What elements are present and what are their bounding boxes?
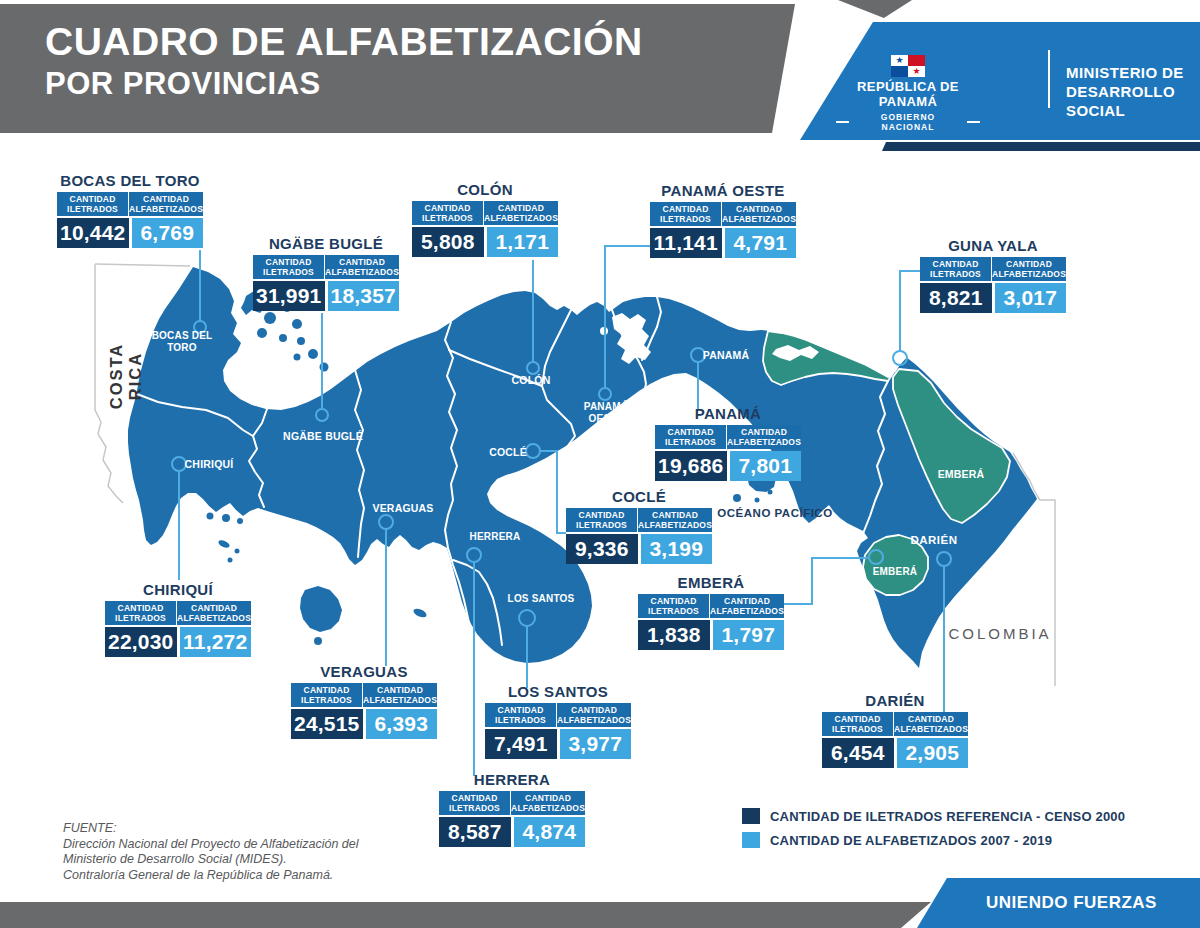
legend: CANTIDAD DE ILETRADOS REFERENCIA - CENSO… — [742, 808, 1125, 856]
map-label-herrera: HERRERA — [445, 531, 545, 542]
value-alfabetizados: 4,874 — [514, 817, 586, 847]
value-alfabetizados: 6,393 — [366, 709, 438, 739]
value-alfabetizados: 11,272 — [180, 627, 252, 657]
callout-ngabe-bugle: NGÄBE BUGLÉ CANTIDADILETRADOSCANTIDADALF… — [253, 235, 399, 311]
callout-title: PANAMÁ OESTE — [650, 182, 796, 199]
callout-los-santos: LOS SANTOS CANTIDADILETRADOSCANTIDADALFA… — [485, 683, 631, 759]
map-label-chiriqui: CHIRIQUÍ — [159, 458, 259, 470]
map-label-cocle: COCLÉ — [458, 446, 558, 458]
callout-chiriqui: CHIRIQUÍ CANTIDADILETRADOSCANTIDADALFABE… — [105, 581, 251, 657]
footer-gray-strip — [0, 902, 931, 928]
callout-panama-oeste: PANAMÁ OESTE CANTIDADILETRADOSCANTIDADAL… — [650, 182, 796, 258]
callout-veraguas: VERAGUAS CANTIDADILETRADOSCANTIDADALFABE… — [291, 663, 437, 739]
value-iletrados: 1,838 — [638, 620, 710, 650]
map-label-colombia: COLOMBIA — [935, 625, 1065, 642]
value-alfabetizados: 3,017 — [995, 283, 1067, 313]
legend-swatch-alfabetizados — [742, 832, 760, 848]
callout-panama: PANAMÁ CANTIDADILETRADOSCANTIDADALFABETI… — [655, 405, 801, 481]
value-alfabetizados: 7,801 — [730, 451, 802, 481]
callout-cocle: COCLÉ CANTIDADILETRADOSCANTIDADALFABETIZ… — [566, 488, 712, 564]
map-label-costa-rica: COSTA RICA — [107, 326, 125, 426]
legend-label-alfabetizados: CANTIDAD DE ALFABETIZADOS 2007 - 2019 — [770, 833, 1052, 848]
callout-title: NGÄBE BUGLÉ — [253, 235, 399, 252]
callout-title: CHIRIQUÍ — [105, 581, 251, 598]
costa-rica-border-line — [95, 264, 190, 266]
value-iletrados: 7,491 — [485, 729, 557, 759]
map-label-veraguas: VERAGUAS — [353, 502, 453, 514]
legend-swatch-iletrados — [742, 808, 760, 824]
infographic-page: CUADRO DE ALFABETIZACIÓN POR PROVINCIAS … — [0, 0, 1200, 928]
callout-darien: DARIÉN CANTIDADILETRADOSCANTIDADALFABETI… — [822, 692, 968, 768]
value-iletrados: 19,686 — [655, 451, 727, 481]
callout-herrera: HERRERA CANTIDADILETRADOSCANTIDADALFABET… — [439, 771, 585, 847]
callout-colon: COLÓN CANTIDADILETRADOSCANTIDADALFABETIZ… — [412, 181, 558, 257]
callout-title: BOCAS DEL TORO — [57, 172, 203, 189]
callout-title: VERAGUAS — [291, 663, 437, 680]
value-alfabetizados: 3,977 — [560, 729, 632, 759]
map-label-panama-oeste: PANAMÁOESTE — [556, 401, 656, 424]
value-iletrados: 22,030 — [105, 627, 177, 657]
callout-bocas-del-toro: BOCAS DEL TORO CANTIDADILETRADOSCANTIDAD… — [57, 172, 203, 248]
callout-title: EMBERÁ — [638, 574, 784, 591]
callout-title: GUNA YALA — [920, 237, 1066, 254]
value-iletrados: 8,587 — [439, 817, 511, 847]
value-alfabetizados: 18,357 — [328, 281, 400, 311]
callout-title: LOS SANTOS — [485, 683, 631, 700]
map-label-ngabe: NGÄBE BUGLÉ — [273, 430, 373, 442]
value-alfabetizados: 2,905 — [897, 738, 969, 768]
callout-title: HERRERA — [439, 771, 585, 788]
map-label-panama: PANAMÁ — [676, 349, 776, 361]
value-alfabetizados: 4,791 — [725, 228, 797, 258]
footer-banner-label: UNIENDO FUERZAS — [986, 893, 1157, 913]
callout-title: PANAMÁ — [655, 405, 801, 422]
value-alfabetizados: 1,171 — [487, 227, 559, 257]
map-label-los-santos: LOS SANTOS — [491, 593, 591, 604]
legend-label-iletrados: CANTIDAD DE ILETRADOS REFERENCIA - CENSO… — [770, 809, 1125, 824]
footer-banner: UNIENDO FUERZAS — [917, 878, 1200, 928]
map-label-bocas: BOCAS DELTORO — [132, 330, 232, 354]
value-alfabetizados: 3,199 — [641, 534, 713, 564]
callout-title: COLÓN — [412, 181, 558, 198]
value-iletrados: 24,515 — [291, 709, 363, 739]
map-label-colon: COLÓN — [481, 374, 581, 386]
callout-title: COCLÉ — [566, 488, 712, 505]
value-iletrados: 9,336 — [566, 534, 638, 564]
callout-title: DARIÉN — [822, 692, 968, 709]
source-note: FUENTE: Dirección Nacional del Proyecto … — [63, 821, 359, 883]
value-iletrados: 5,808 — [412, 227, 484, 257]
value-iletrados: 11,141 — [650, 228, 722, 258]
value-alfabetizados: 6,769 — [132, 218, 204, 248]
value-iletrados: 31,991 — [253, 281, 325, 311]
map-label-oceano-pacifico: OCÉANO PACÍFICO — [700, 507, 850, 519]
map-label-embera-sur: EMBERÁ — [845, 566, 945, 577]
value-iletrados: 10,442 — [57, 218, 129, 248]
callout-embera: EMBERÁ CANTIDADILETRADOSCANTIDADALFABETI… — [638, 574, 784, 650]
map-label-darien: DARIÉN — [884, 534, 984, 546]
value-iletrados: 8,821 — [920, 283, 992, 313]
value-alfabetizados: 1,797 — [713, 620, 785, 650]
map-label-embera-norte: EMBERÁ — [911, 468, 1011, 480]
callout-guna-yala: GUNA YALA CANTIDADILETRADOSCANTIDADALFAB… — [920, 237, 1066, 313]
value-iletrados: 6,454 — [822, 738, 894, 768]
